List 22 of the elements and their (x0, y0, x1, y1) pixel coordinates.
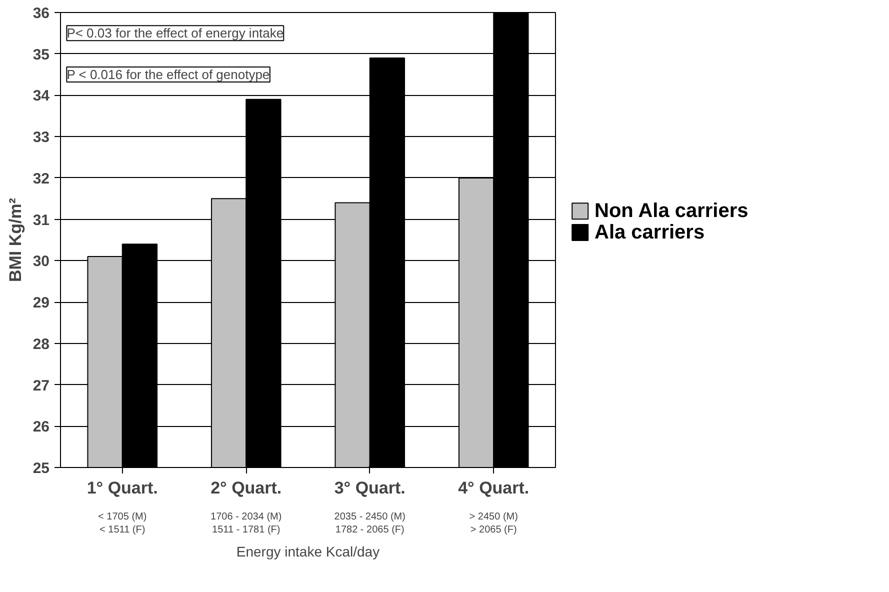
y-tick-label: 28 (32, 336, 50, 353)
legend-label: Non Ala carriers (594, 200, 748, 222)
y-tick-label: 32 (32, 170, 50, 188)
x-axis-title: Energy intake Kcal/day (236, 544, 380, 560)
category-label: 4° Quart. > 2450 (M) > 2065 (F) (458, 478, 530, 536)
y-tick-label: 36 (32, 5, 50, 22)
y-tick-label: 25 (32, 460, 50, 477)
annotation: P < 0.016 for the effect of genotype (66, 67, 270, 82)
category-label: 3° Quart. 2035 - 2450 (M) 1782 - 2065 (F) (334, 478, 406, 536)
category-label: 1° Quart. < 1705 (M) < 1511 (F) (86, 478, 158, 536)
y-tick-label: 26 (32, 418, 50, 436)
y-tick-label: 29 (32, 294, 50, 312)
category-label: 2° Quart. 1706 - 2034 (M) 1511 - 1781 (F) (210, 478, 282, 536)
legend-label: Ala carriers (594, 221, 705, 244)
y-axis-title: BMI Kg/m² (6, 198, 25, 282)
annotation: P< 0.03 for the effect of energy intake (66, 26, 284, 41)
y-tick-label: 30 (32, 253, 50, 270)
y-tick-label: 34 (32, 88, 50, 105)
y-tick-label: 31 (32, 212, 50, 229)
y-tick-label: 33 (32, 129, 50, 146)
y-tick-label: 27 (32, 377, 50, 394)
y-tick-label: 35 (32, 46, 50, 64)
